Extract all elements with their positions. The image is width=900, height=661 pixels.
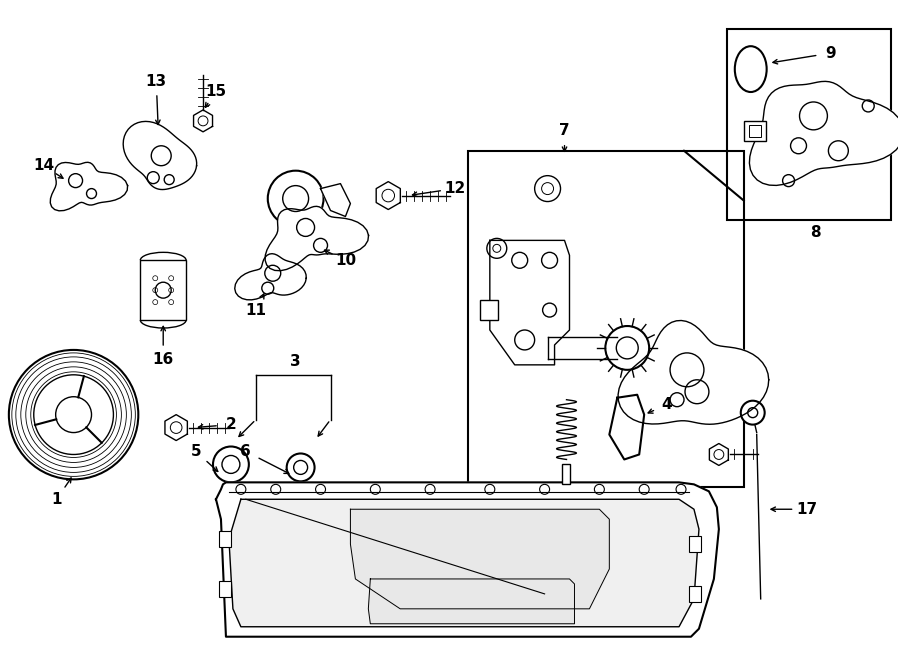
Text: 11: 11 xyxy=(246,303,266,317)
Text: 2: 2 xyxy=(226,417,237,432)
Polygon shape xyxy=(350,509,609,609)
Text: 15: 15 xyxy=(205,83,227,98)
Bar xyxy=(140,260,186,320)
Circle shape xyxy=(741,401,765,424)
Bar xyxy=(689,536,701,552)
Polygon shape xyxy=(320,184,350,217)
Bar xyxy=(219,581,231,597)
Polygon shape xyxy=(229,499,699,627)
Text: 6: 6 xyxy=(240,444,251,459)
Polygon shape xyxy=(490,241,570,365)
Text: 13: 13 xyxy=(146,73,166,89)
Text: 1: 1 xyxy=(51,492,62,507)
Polygon shape xyxy=(194,110,212,132)
Text: 8: 8 xyxy=(810,225,821,240)
Polygon shape xyxy=(709,444,728,465)
Polygon shape xyxy=(618,321,769,424)
Bar xyxy=(468,151,743,487)
Bar xyxy=(219,531,231,547)
Text: 5: 5 xyxy=(191,444,202,459)
Circle shape xyxy=(9,350,139,479)
Text: 10: 10 xyxy=(335,253,356,268)
Bar xyxy=(689,586,701,602)
Bar xyxy=(743,121,766,141)
Bar xyxy=(480,300,498,320)
Circle shape xyxy=(287,453,315,481)
Text: 4: 4 xyxy=(662,397,672,412)
Polygon shape xyxy=(750,81,900,186)
Polygon shape xyxy=(123,122,197,190)
Text: 16: 16 xyxy=(153,352,174,368)
Polygon shape xyxy=(216,483,719,637)
Polygon shape xyxy=(609,395,644,459)
Polygon shape xyxy=(368,579,574,624)
Bar xyxy=(727,29,891,221)
Polygon shape xyxy=(266,206,368,271)
Text: 12: 12 xyxy=(445,181,465,196)
Circle shape xyxy=(213,447,248,483)
Text: 3: 3 xyxy=(291,354,301,369)
Text: 7: 7 xyxy=(559,124,570,138)
Circle shape xyxy=(268,171,323,227)
Polygon shape xyxy=(50,163,128,211)
Polygon shape xyxy=(165,414,187,440)
Polygon shape xyxy=(376,182,400,210)
Bar xyxy=(749,125,760,137)
Text: 9: 9 xyxy=(825,46,836,61)
Bar xyxy=(562,465,571,485)
Text: 14: 14 xyxy=(33,158,54,173)
Polygon shape xyxy=(235,254,306,300)
Text: 17: 17 xyxy=(796,502,817,517)
